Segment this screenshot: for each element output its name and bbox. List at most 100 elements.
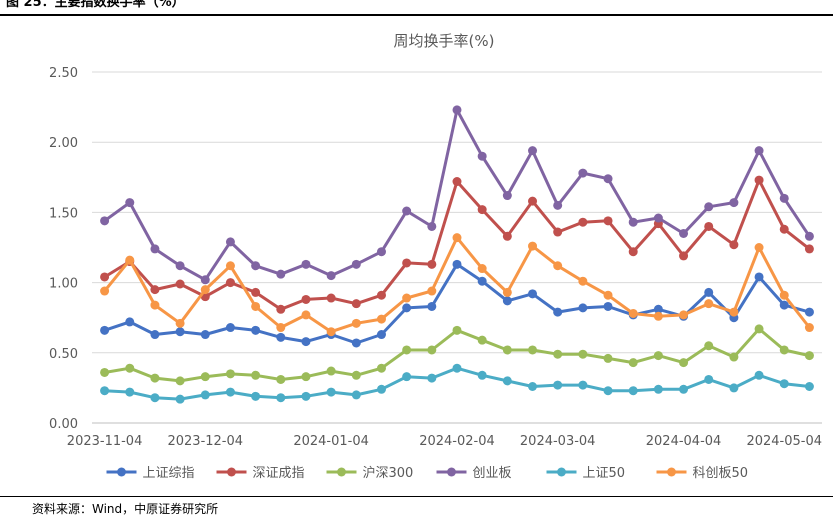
- data-point: [150, 330, 160, 340]
- data-point: [528, 146, 538, 156]
- data-point: [427, 259, 437, 269]
- series-line: [104, 327, 810, 383]
- data-point: [351, 338, 361, 348]
- x-tick-label: 2024-02-04: [419, 434, 495, 449]
- data-point: [477, 151, 487, 161]
- data-point: [553, 380, 563, 390]
- data-point: [452, 177, 462, 187]
- data-point: [779, 224, 789, 234]
- series-2: [100, 324, 814, 386]
- x-tick-label: 2023-11-04: [67, 434, 143, 449]
- data-point: [452, 233, 462, 243]
- data-point: [553, 349, 563, 359]
- data-point: [779, 290, 789, 300]
- data-point: [628, 308, 638, 318]
- data-point: [125, 317, 135, 327]
- data-point: [402, 293, 412, 303]
- data-point: [225, 237, 235, 247]
- data-point: [754, 324, 764, 334]
- data-point: [301, 310, 311, 320]
- data-point: [251, 391, 261, 401]
- data-point: [225, 369, 235, 379]
- data-point: [729, 352, 739, 362]
- data-point: [653, 213, 663, 223]
- data-point: [125, 363, 135, 373]
- data-point: [704, 221, 714, 231]
- legend-swatch-marker: [117, 467, 126, 477]
- data-point: [100, 325, 110, 335]
- data-point: [276, 393, 286, 403]
- data-point: [326, 366, 336, 376]
- data-point: [351, 390, 361, 400]
- data-point: [376, 363, 386, 373]
- y-tick-label: 2.50: [49, 66, 78, 81]
- data-point: [376, 314, 386, 324]
- source-note: 资料来源：Wind，中原证券研究所: [32, 502, 219, 516]
- data-point: [452, 363, 462, 373]
- data-point: [150, 285, 160, 295]
- data-point: [175, 376, 185, 386]
- data-point: [804, 231, 814, 241]
- data-point: [779, 300, 789, 310]
- data-point: [100, 367, 110, 377]
- data-point: [175, 261, 185, 271]
- chart-title: 周均换手率(%): [394, 32, 495, 50]
- data-point: [729, 383, 739, 393]
- data-point: [301, 294, 311, 304]
- data-point: [679, 310, 689, 320]
- data-point: [528, 241, 538, 251]
- data-point: [150, 373, 160, 383]
- data-point: [351, 299, 361, 309]
- data-point: [276, 323, 286, 333]
- data-point: [150, 393, 160, 403]
- data-point: [200, 372, 210, 382]
- legend-swatch-marker: [557, 467, 566, 477]
- data-point: [376, 290, 386, 300]
- data-point: [578, 276, 588, 286]
- data-point: [528, 196, 538, 206]
- data-point: [251, 287, 261, 297]
- data-point: [779, 193, 789, 203]
- data-point: [452, 259, 462, 269]
- series-line: [104, 366, 810, 401]
- y-tick-label: 0.50: [49, 347, 78, 362]
- data-point: [653, 351, 663, 361]
- data-point: [125, 255, 135, 265]
- y-tick-label: 0.00: [49, 417, 78, 432]
- data-point: [804, 351, 814, 361]
- data-point: [804, 381, 814, 391]
- data-point: [276, 332, 286, 342]
- legend-item: 上证50: [546, 466, 625, 481]
- x-tick-label: 2024-05-04: [746, 434, 822, 449]
- data-point: [553, 261, 563, 271]
- data-point: [100, 386, 110, 396]
- data-point: [427, 373, 437, 383]
- legend-label: 科创板50: [693, 466, 749, 481]
- data-point: [628, 217, 638, 227]
- data-point: [150, 244, 160, 254]
- data-point: [100, 286, 110, 296]
- data-point: [779, 345, 789, 355]
- data-point: [729, 307, 739, 317]
- data-point: [754, 370, 764, 380]
- data-point: [402, 303, 412, 313]
- data-point: [578, 168, 588, 178]
- data-point: [754, 175, 764, 185]
- data-point: [528, 381, 538, 391]
- data-point: [452, 105, 462, 115]
- data-point: [502, 191, 512, 201]
- data-point: [603, 301, 613, 311]
- y-tick-label: 1.00: [49, 277, 78, 292]
- data-point: [225, 323, 235, 333]
- x-tick-label: 2024-04-04: [646, 434, 722, 449]
- legend-swatch-marker: [447, 467, 456, 477]
- data-point: [553, 200, 563, 210]
- data-point: [804, 307, 814, 317]
- data-point: [477, 370, 487, 380]
- data-point: [251, 301, 261, 311]
- data-point: [754, 146, 764, 156]
- data-point: [150, 300, 160, 310]
- data-point: [729, 198, 739, 208]
- legend-label: 沪深300: [363, 465, 414, 481]
- series-line: [103, 236, 811, 334]
